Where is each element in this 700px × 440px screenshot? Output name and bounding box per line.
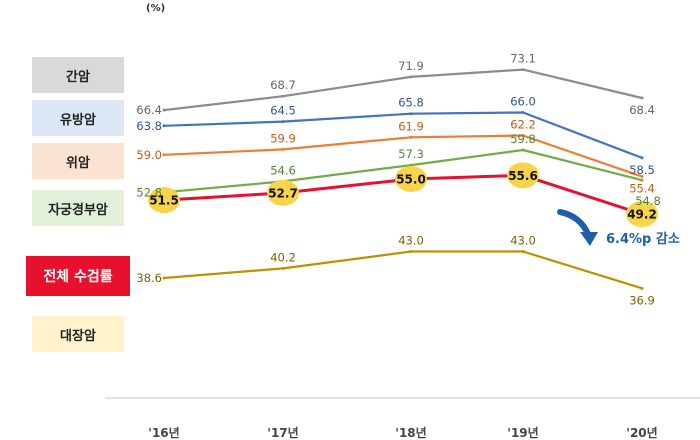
total-markers [148, 68, 658, 290]
point-cervical-2 [409, 163, 413, 167]
x-tick-0: '16년 [148, 426, 179, 440]
point-breast-1 [281, 120, 285, 124]
legend-label: 자궁경부암 [48, 202, 108, 218]
point-breast-0 [162, 124, 166, 128]
point-colorectal-0 [162, 276, 166, 280]
label-liver-4: 68.4 [629, 103, 655, 117]
label-stomach-3: 62.2 [510, 117, 536, 131]
point-liver-3 [521, 68, 525, 72]
point-cervical-3 [521, 148, 525, 152]
point-total-4 [626, 201, 658, 227]
point-cervical-4 [640, 178, 644, 182]
label-total-2: 55.0 [396, 172, 426, 186]
legend-cervical: 자궁경부암 [32, 190, 124, 226]
series-line-colorectal [163, 250, 643, 290]
label-total-4: 49.2 [627, 208, 657, 222]
label-stomach-4: 55.4 [629, 182, 655, 196]
label-breast-1: 64.5 [270, 104, 296, 118]
label-cervical-3: 59.8 [510, 132, 536, 146]
point-breast-4 [640, 156, 644, 160]
legend-stomach: 위암 [32, 143, 124, 179]
point-total-0 [148, 187, 180, 214]
point-total-1 [267, 179, 299, 206]
label-cervical-0: 52.8 [136, 185, 162, 199]
point-colorectal-1 [281, 266, 285, 270]
label-cervical-4: 54.8 [635, 194, 661, 208]
label-stomach-2: 61.9 [398, 119, 424, 133]
legend-breast: 유방암 [32, 100, 124, 136]
point-breast-2 [409, 112, 413, 116]
legend-colorectal: 대장암 [32, 316, 124, 352]
point-colorectal-3 [521, 249, 525, 253]
label-breast-3: 66.0 [510, 95, 536, 109]
point-colorectal-4 [640, 286, 644, 290]
x-tick-3: '19년 [507, 426, 538, 440]
label-breast-4: 58.5 [629, 163, 655, 177]
label-liver-2: 71.9 [398, 59, 424, 73]
data-labels: 66.4 68.7 71.9 73.1 68.4 63.8 64.5 65.8 66.0 58.5… [136, 52, 660, 308]
label-total-3: 55.6 [508, 169, 538, 183]
point-stomach-4 [640, 175, 644, 179]
label-colorectal-4: 36.9 [629, 293, 655, 307]
label-total-0: 51.5 [149, 194, 179, 208]
label-colorectal-2: 43.0 [398, 233, 424, 247]
label-liver-1: 68.7 [270, 78, 296, 92]
decrease-arrow-icon [557, 209, 598, 246]
legend-label: 전체 수검률 [43, 269, 113, 285]
label-breast-2: 65.8 [398, 96, 424, 110]
decrease-annotation: 6.4%p 감소 [606, 232, 680, 247]
point-stomach-3 [521, 133, 525, 137]
point-liver-2 [409, 75, 413, 79]
label-stomach-0: 59.0 [136, 148, 162, 162]
legend-total-rate: 전체 수검률 [26, 256, 130, 296]
x-tick-4: '20년 [626, 426, 657, 440]
point-stomach-2 [409, 135, 413, 139]
legend-label: 유방암 [60, 112, 96, 128]
legend-liver: 간암 [32, 57, 124, 93]
label-colorectal-3: 43.0 [510, 233, 536, 247]
label-liver-0: 66.4 [136, 103, 162, 117]
x-tick-labels: '16년 '17년 '18년 '19년 '20년 [148, 426, 657, 440]
label-cervical-2: 57.3 [398, 147, 424, 161]
point-stomach-0 [162, 153, 166, 157]
label-breast-0: 63.8 [136, 119, 162, 133]
point-total-2 [395, 165, 427, 192]
label-colorectal-1: 40.2 [270, 250, 296, 264]
label-cervical-1: 54.6 [270, 163, 296, 177]
point-colorectal-2 [409, 249, 413, 253]
x-tick-1: '17년 [267, 426, 298, 440]
point-liver-0 [162, 108, 166, 112]
unit-label: (%) [146, 3, 166, 14]
label-colorectal-0: 38.6 [136, 271, 162, 285]
legend-label: 위암 [66, 155, 90, 171]
point-total-3 [507, 162, 539, 189]
label-total-1: 52.7 [268, 186, 298, 200]
point-liver-4 [640, 96, 644, 100]
legend-label: 간암 [66, 69, 90, 85]
point-breast-3 [521, 111, 525, 114]
point-stomach-1 [281, 147, 285, 151]
point-liver-1 [281, 94, 285, 98]
legend-label: 대장암 [60, 328, 96, 344]
label-liver-3: 73.1 [510, 52, 536, 66]
label-stomach-1: 59.9 [270, 131, 296, 145]
x-tick-2: '18년 [395, 426, 426, 440]
